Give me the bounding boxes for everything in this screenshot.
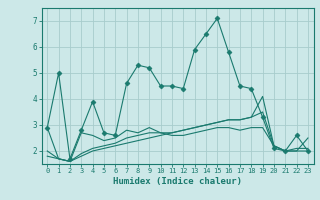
- X-axis label: Humidex (Indice chaleur): Humidex (Indice chaleur): [113, 177, 242, 186]
